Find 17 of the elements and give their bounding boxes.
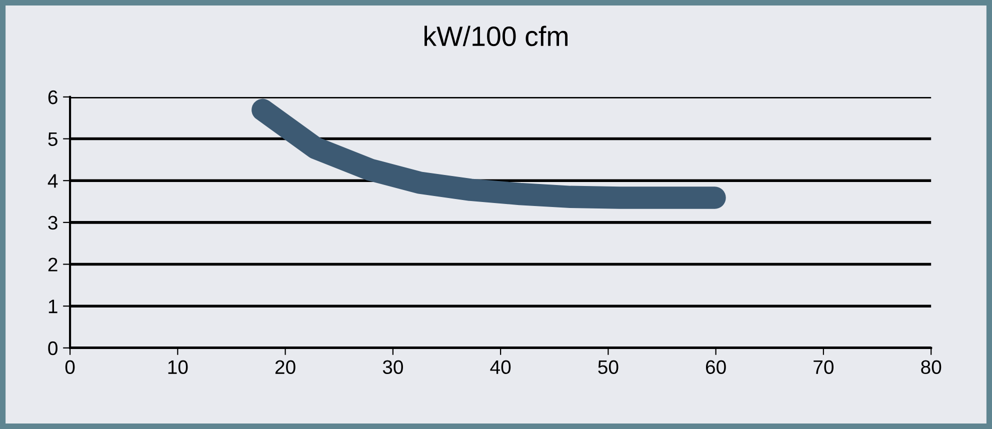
x-tick-label: 70: [814, 360, 834, 374]
x-tick-label: 60: [706, 360, 726, 374]
y-tick-label: 1: [48, 300, 58, 314]
x-tick-label: 50: [598, 360, 618, 374]
x-tick-label: 40: [490, 360, 511, 374]
x-tick-label: 20: [275, 360, 296, 374]
x-tick-label: 10: [168, 360, 188, 374]
y-tick-label: 0: [48, 341, 58, 356]
y-tick-label: 4: [48, 174, 58, 188]
y-tick-label: 2: [48, 258, 58, 272]
chart-title: kW/100 cfm: [424, 26, 568, 46]
y-tick-label: 6: [48, 90, 58, 104]
x-tick-label: 0: [65, 360, 75, 374]
y-tick-label: 3: [48, 216, 58, 230]
x-tick-label: 80: [921, 360, 942, 374]
y-tick-label: 5: [48, 132, 58, 146]
x-tick-label: 30: [382, 360, 403, 374]
